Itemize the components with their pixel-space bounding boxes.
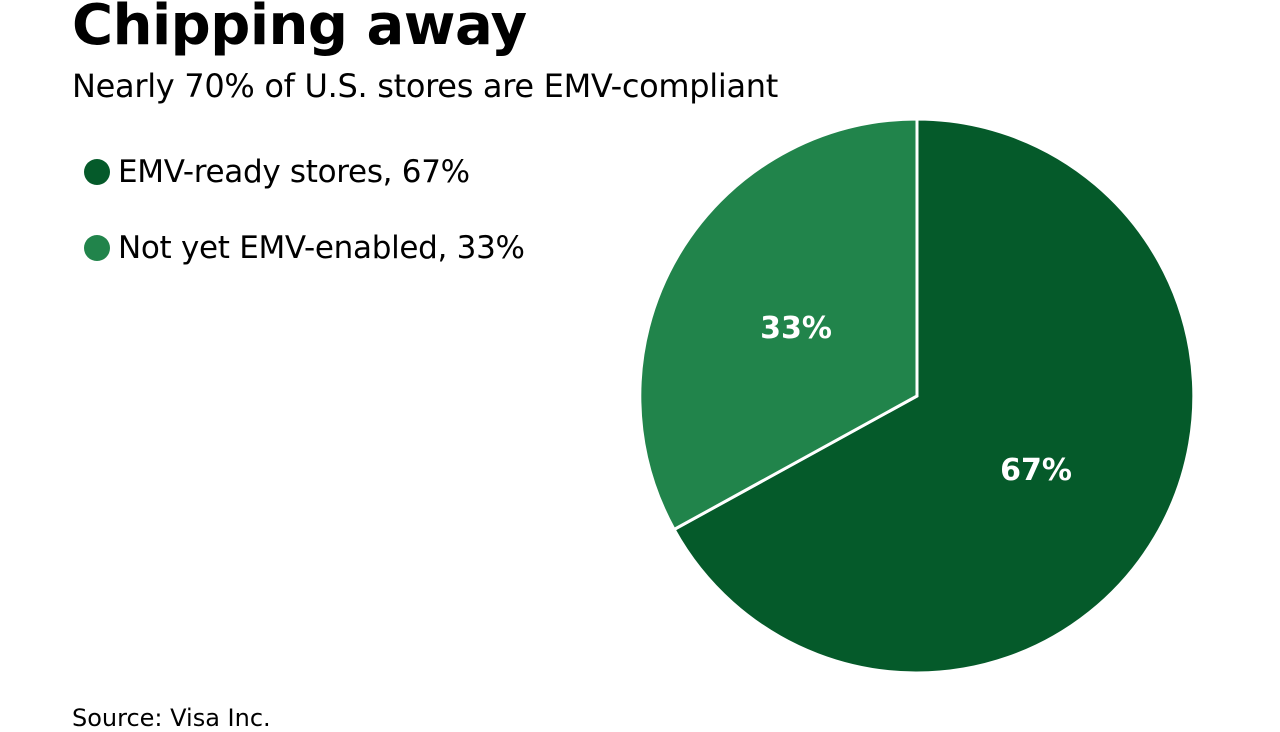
pie-slice-not-enabled bbox=[638, 117, 919, 532]
legend-dot-icon bbox=[84, 235, 110, 261]
legend-item-not-enabled: Not yet EMV-enabled, 33% bbox=[84, 226, 525, 270]
pie-label-67: 67% bbox=[1000, 453, 1072, 488]
chart-title: Chipping away bbox=[72, 0, 527, 58]
legend-label: EMV-ready stores, 67% bbox=[118, 154, 470, 190]
pie-label-33: 33% bbox=[760, 311, 832, 346]
source-note: Source: Visa Inc. bbox=[72, 704, 271, 732]
legend-item-emv-ready: EMV-ready stores, 67% bbox=[84, 150, 525, 194]
legend-dot-icon bbox=[84, 159, 110, 185]
pie-slice-emv-ready bbox=[672, 117, 1196, 675]
legend: EMV-ready stores, 67% Not yet EMV-enable… bbox=[84, 150, 525, 302]
chart-subtitle: Nearly 70% of U.S. stores are EMV-compli… bbox=[72, 67, 779, 105]
legend-label: Not yet EMV-enabled, 33% bbox=[118, 230, 525, 266]
